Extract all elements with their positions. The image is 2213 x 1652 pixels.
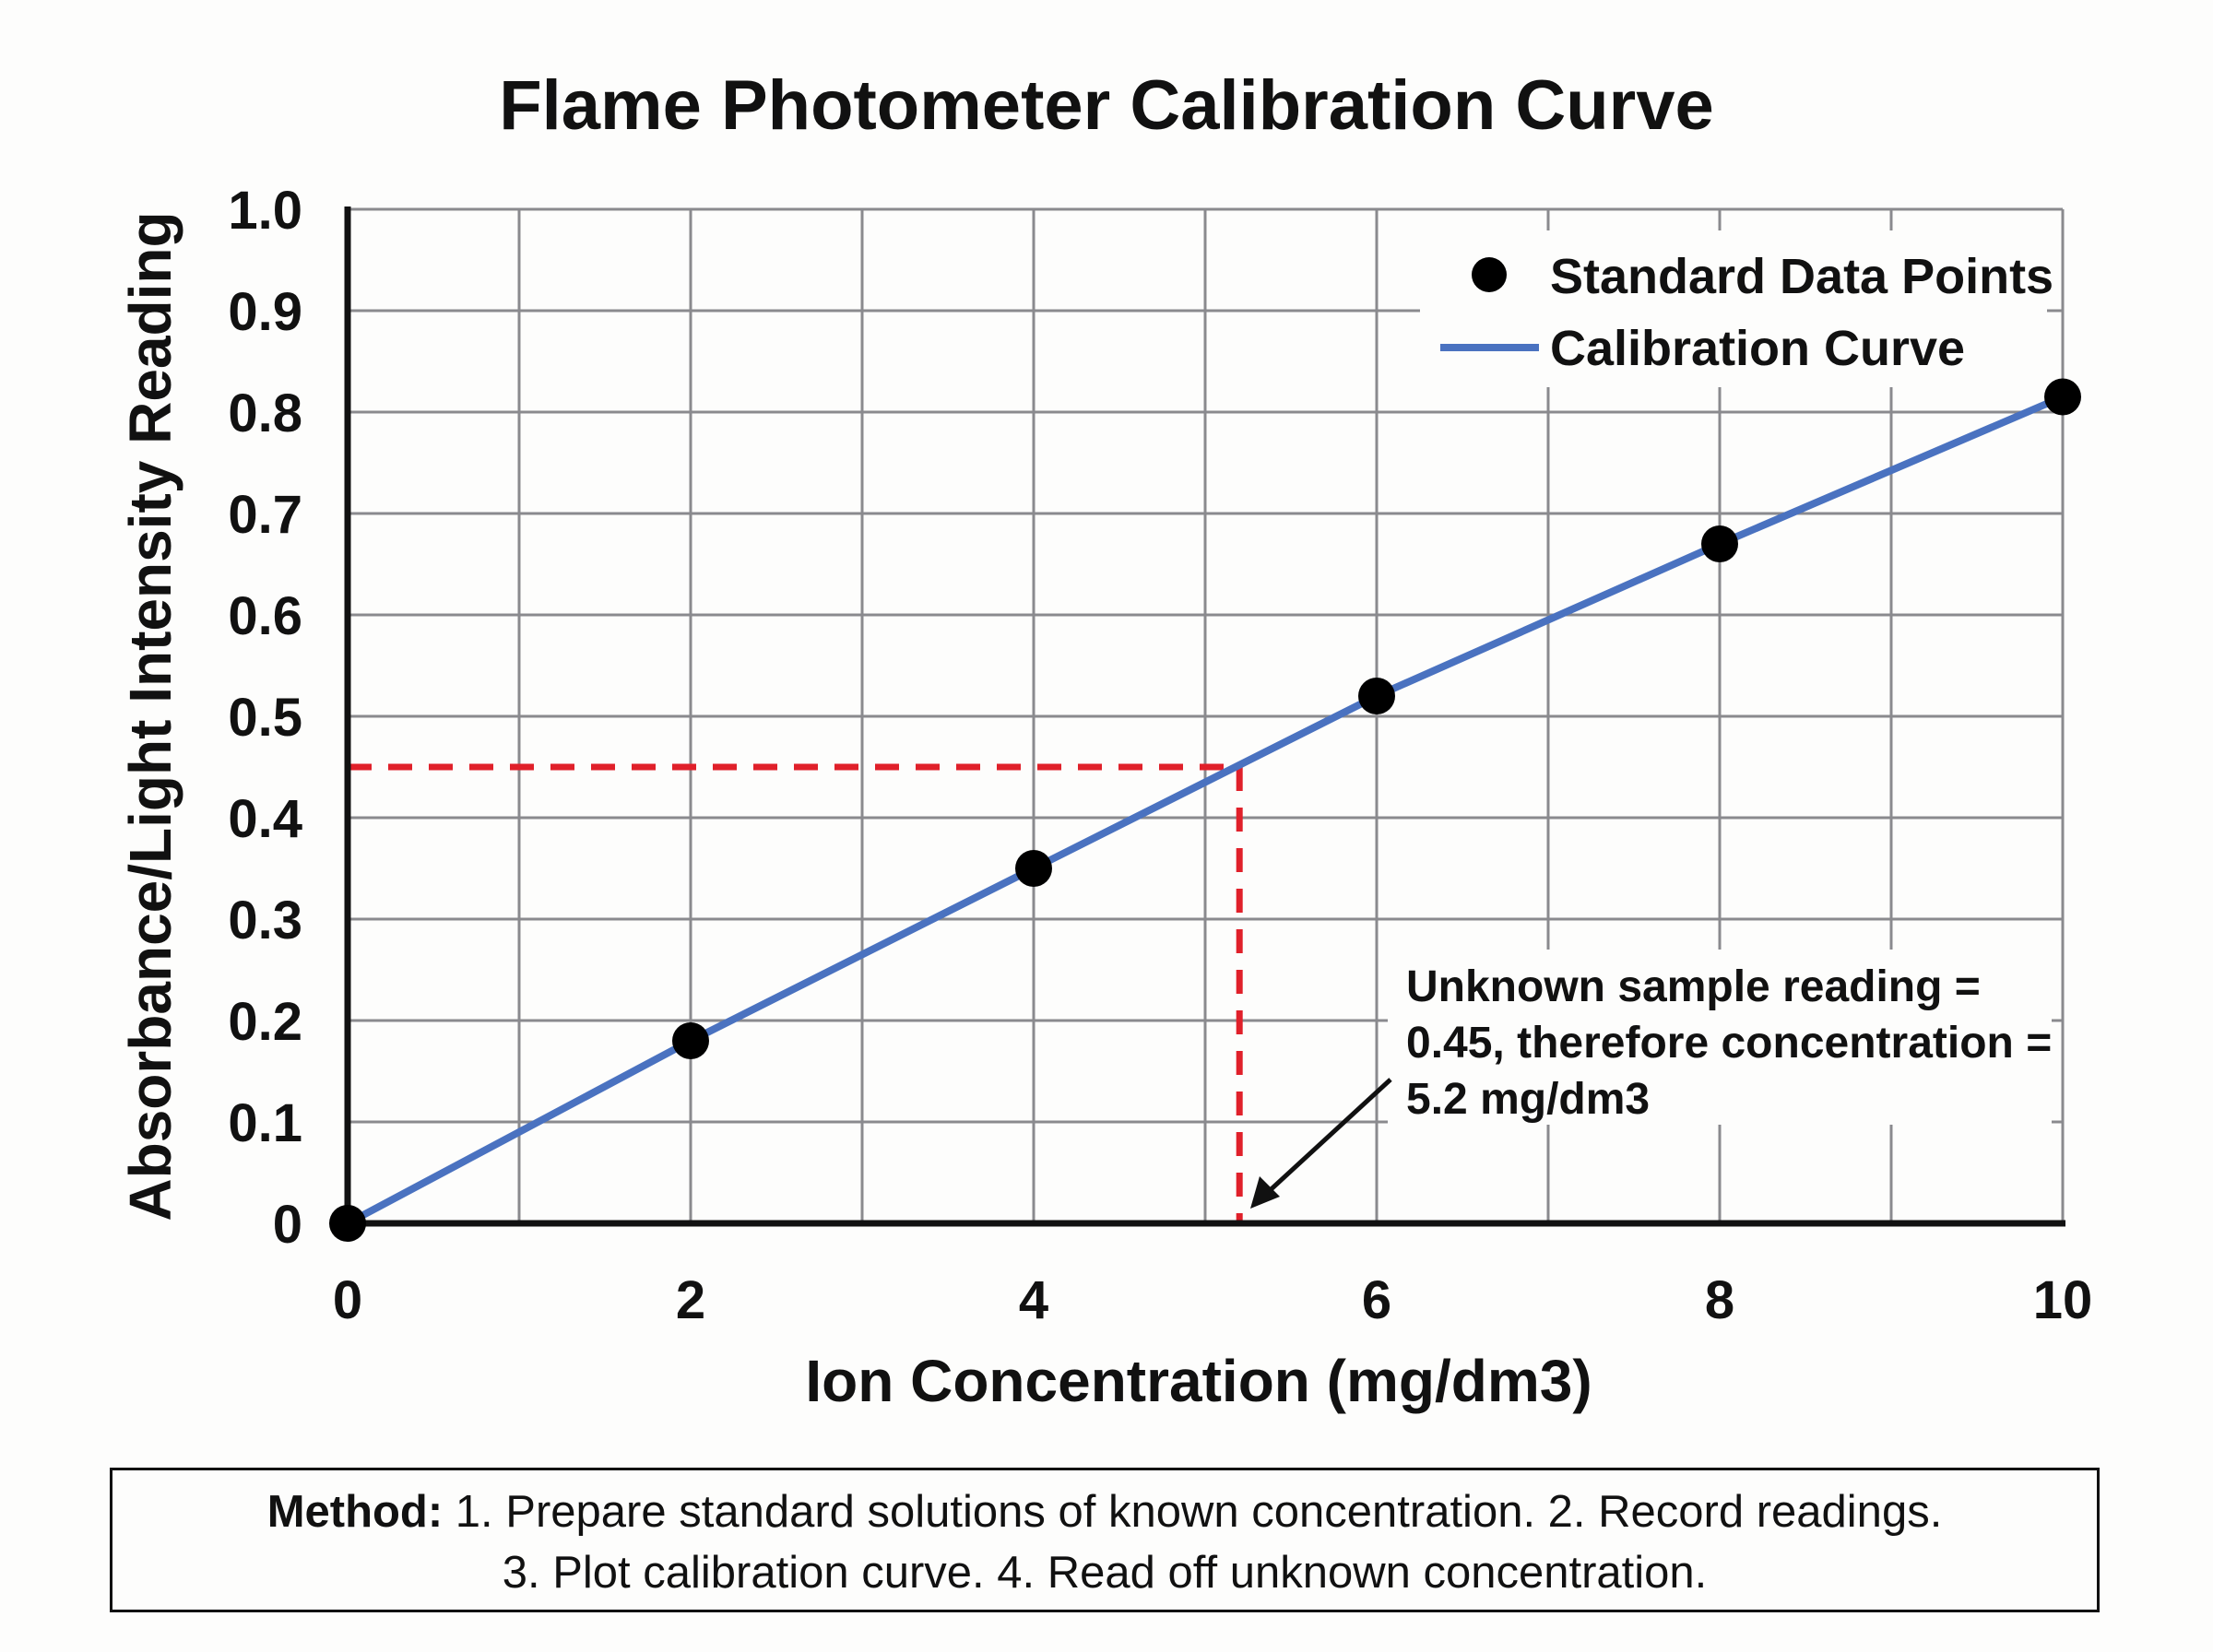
data-point	[1015, 850, 1052, 887]
annotation: Unknown sample reading = 0.45, therefore…	[1250, 950, 2052, 1209]
data-point	[672, 1022, 709, 1059]
data-point	[1701, 525, 1738, 562]
annotation-arrow-head-icon	[1250, 1176, 1280, 1209]
method-line-1: 1. Prepare standard solutions of known c…	[443, 1487, 1943, 1537]
y-tick-label: 0.2	[228, 992, 302, 1052]
annotation-line-2: 0.45, therefore concentration =	[1406, 1019, 2052, 1068]
grid	[346, 207, 2065, 1225]
x-tick-label: 6	[1362, 1270, 1391, 1330]
axes	[344, 206, 2065, 1227]
legend-label-points: Standard Data Points	[1550, 249, 2053, 304]
tick-labels: 0 2 4 6 8 10 0 0.1 0.2 0.3 0.4 0.5 0.6 0.7 0.8 0.9 1.0	[228, 181, 2092, 1330]
unknown-sample-guides	[348, 763, 1243, 1223]
y-axis-label: Absorbance/Light Intensity Reading	[117, 211, 183, 1221]
legend-marker-points	[1472, 257, 1507, 292]
x-tick-label: 0	[333, 1270, 362, 1330]
data-point	[329, 1205, 366, 1242]
method-line-2: 3. Plot calibration curve. 4. Read off u…	[502, 1548, 1708, 1598]
y-tick-label: 0.1	[228, 1093, 302, 1153]
legend: Standard Data Points Calibration Curve	[1420, 230, 2053, 387]
y-tick-label: 0.8	[228, 384, 302, 443]
method-label: Method:	[266, 1487, 444, 1537]
legend-background	[1420, 230, 2047, 387]
x-tick-label: 8	[1705, 1270, 1734, 1330]
annotation-arrow-shaft	[1263, 1078, 1392, 1197]
data-point	[2044, 378, 2081, 416]
y-tick-label: 0.5	[228, 688, 302, 748]
x-tick-label: 4	[1019, 1270, 1048, 1330]
y-tick-label: 0.6	[228, 586, 302, 646]
calibration-curve-line	[346, 393, 2065, 1227]
method-box: Method: 1. Prepare standard solutions of…	[110, 1468, 2100, 1612]
y-tick-label: 0.4	[228, 789, 302, 849]
data-point	[1358, 678, 1395, 714]
chart-title: Flame Photometer Calibration Curve	[499, 66, 1714, 145]
annotation-line-1: Unknown sample reading =	[1406, 962, 1981, 1011]
y-tick-label: 0	[273, 1195, 302, 1255]
y-tick-label: 0.7	[228, 485, 302, 545]
x-tick-label: 2	[676, 1270, 705, 1330]
y-tick-label: 1.0	[228, 181, 302, 241]
y-tick-label: 0.3	[228, 891, 302, 950]
x-tick-label: 10	[2033, 1270, 2093, 1330]
y-tick-label: 0.9	[228, 282, 302, 342]
series	[329, 378, 2081, 1242]
x-axis-label: Ion Concentration (mg/dm3)	[805, 1348, 1592, 1414]
annotation-line-3: 5.2 mg/dm3	[1406, 1075, 1650, 1124]
legend-label-curve: Calibration Curve	[1550, 321, 1965, 376]
annotation-background	[1388, 950, 2052, 1125]
